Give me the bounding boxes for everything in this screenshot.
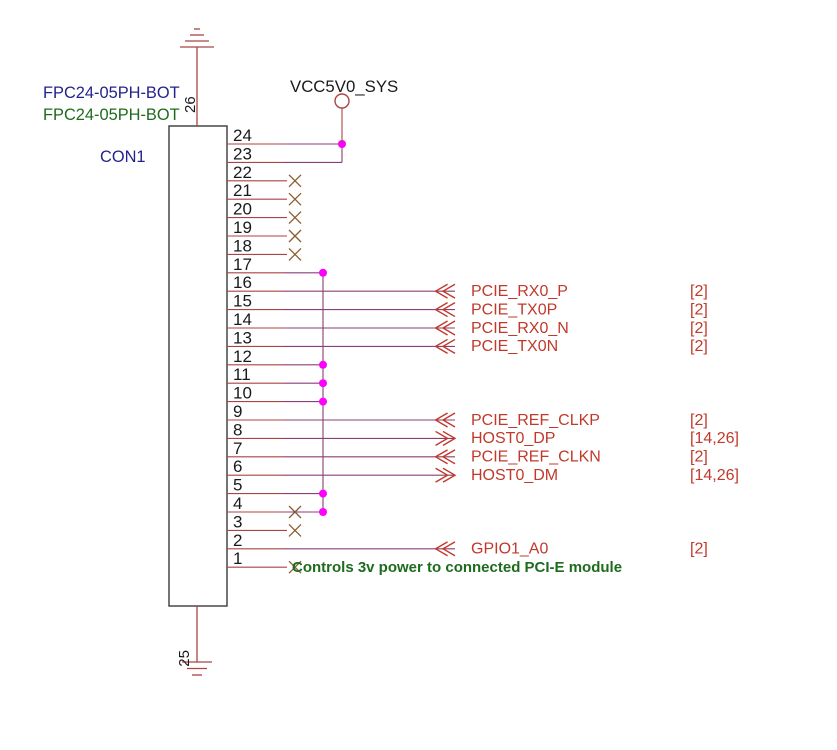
svg-text:3: 3 [233,512,242,531]
svg-text:1: 1 [233,549,242,568]
svg-text:8: 8 [233,420,242,439]
svg-text:13: 13 [233,328,252,347]
svg-text:CON1: CON1 [100,148,146,166]
svg-text:[14,26]: [14,26] [690,467,739,484]
svg-text:[2]: [2] [690,449,708,466]
svg-text:26: 26 [182,96,199,113]
svg-text:22: 22 [233,163,252,182]
svg-text:Controls 3v power to connected: Controls 3v power to connected PCI-E mod… [292,559,622,576]
svg-text:PCIE_TX0P: PCIE_TX0P [471,301,557,318]
svg-text:[2]: [2] [690,541,708,558]
svg-text:[2]: [2] [690,301,708,318]
svg-text:24: 24 [233,126,252,145]
svg-text:[2]: [2] [690,283,708,300]
svg-text:25: 25 [176,650,193,667]
svg-text:21: 21 [233,181,252,200]
svg-text:[2]: [2] [690,412,708,429]
svg-text:PCIE_REF_CLKN: PCIE_REF_CLKN [471,449,601,466]
svg-text:[2]: [2] [690,320,708,337]
svg-text:14: 14 [233,310,252,329]
svg-text:12: 12 [233,347,252,366]
svg-text:PCIE_REF_CLKP: PCIE_REF_CLKP [471,412,600,429]
svg-text:5: 5 [233,476,242,495]
svg-text:VCC5V0_SYS: VCC5V0_SYS [290,77,398,96]
svg-text:6: 6 [233,457,242,476]
svg-text:17: 17 [233,255,252,274]
svg-text:HOST0_DP: HOST0_DP [471,430,555,447]
svg-text:16: 16 [233,273,252,292]
svg-text:18: 18 [233,236,252,255]
svg-text:23: 23 [233,144,252,163]
svg-text:9: 9 [233,402,242,421]
svg-text:PCIE_TX0N: PCIE_TX0N [471,338,558,355]
svg-text:GPIO1_A0: GPIO1_A0 [471,541,548,558]
svg-text:[2]: [2] [690,338,708,355]
svg-text:15: 15 [233,292,252,311]
svg-text:7: 7 [233,439,242,458]
svg-text:2: 2 [233,531,242,550]
svg-text:11: 11 [233,365,251,384]
svg-text:19: 19 [233,218,252,237]
svg-text:4: 4 [233,494,242,513]
svg-text:10: 10 [233,384,252,403]
svg-text:FPC24-05PH-BOT: FPC24-05PH-BOT [43,84,180,102]
svg-text:[14,26]: [14,26] [690,430,739,447]
svg-text:FPC24-05PH-BOT: FPC24-05PH-BOT [43,106,180,124]
svg-text:20: 20 [233,200,252,219]
svg-text:HOST0_DM: HOST0_DM [471,467,558,484]
svg-text:PCIE_RX0_N: PCIE_RX0_N [471,320,569,337]
svg-text:PCIE_RX0_P: PCIE_RX0_P [471,283,568,300]
